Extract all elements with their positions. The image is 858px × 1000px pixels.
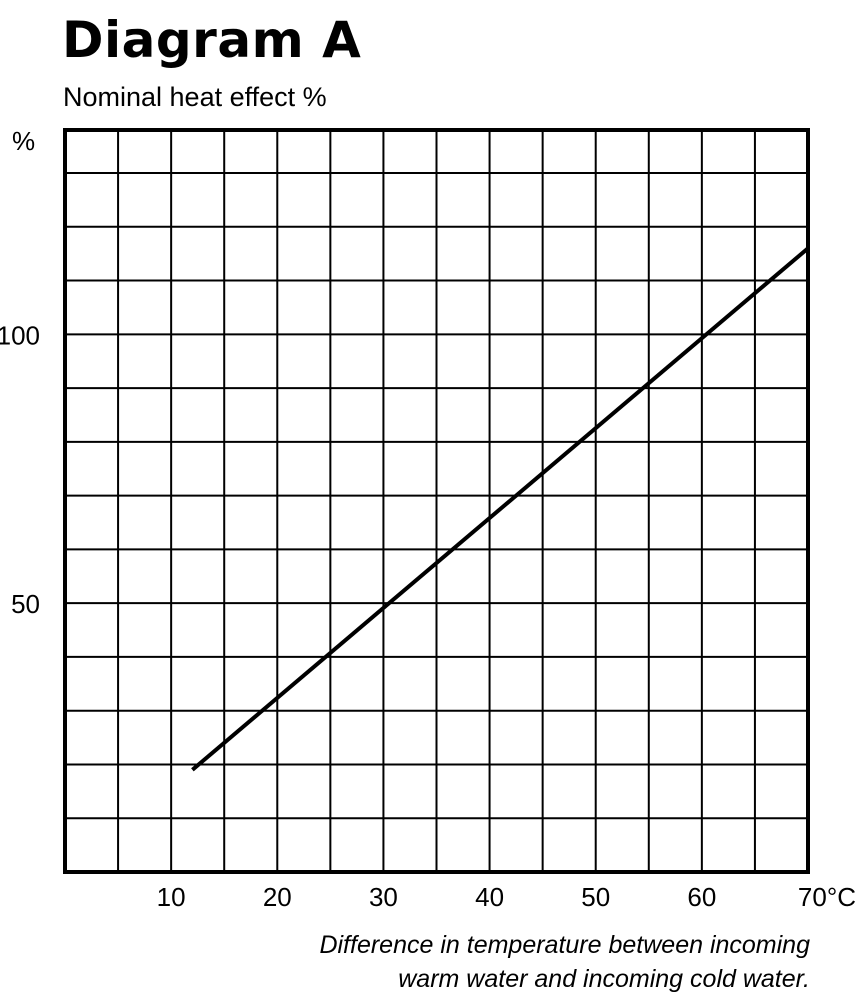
- plot-frame: [63, 128, 810, 874]
- x-axis-caption-line-1: Difference in temperature between incomi…: [319, 931, 810, 959]
- y-axis-unit-label: %: [12, 126, 35, 156]
- grid-lines: [65, 130, 808, 872]
- x-tick-label: 60: [687, 882, 716, 912]
- x-axis-caption: Difference in temperature between incomi…: [10, 928, 810, 996]
- series-line-1: [191, 246, 810, 772]
- chart-title: Diagram A: [62, 11, 362, 69]
- series-layer: [191, 246, 810, 772]
- y-tick-label: 100: [0, 320, 40, 350]
- line-chart: % 10 20 30 40 50 60 70°C 50 100: [0, 126, 856, 912]
- x-tick-label-end: 70°C: [798, 882, 856, 912]
- x-axis-caption-line-2: warm water and incoming cold water.: [398, 965, 810, 993]
- x-tick-label: 40: [475, 882, 504, 912]
- x-tick-label: 20: [263, 882, 292, 912]
- x-tick-label: 50: [581, 882, 610, 912]
- y-tick-label: 50: [11, 589, 40, 619]
- chart-subtitle: Nominal heat effect %: [63, 82, 327, 112]
- x-tick-label: 10: [157, 882, 186, 912]
- x-tick-label: 30: [369, 882, 398, 912]
- tick-labels: % 10 20 30 40 50 60 70°C 50 100: [0, 126, 856, 912]
